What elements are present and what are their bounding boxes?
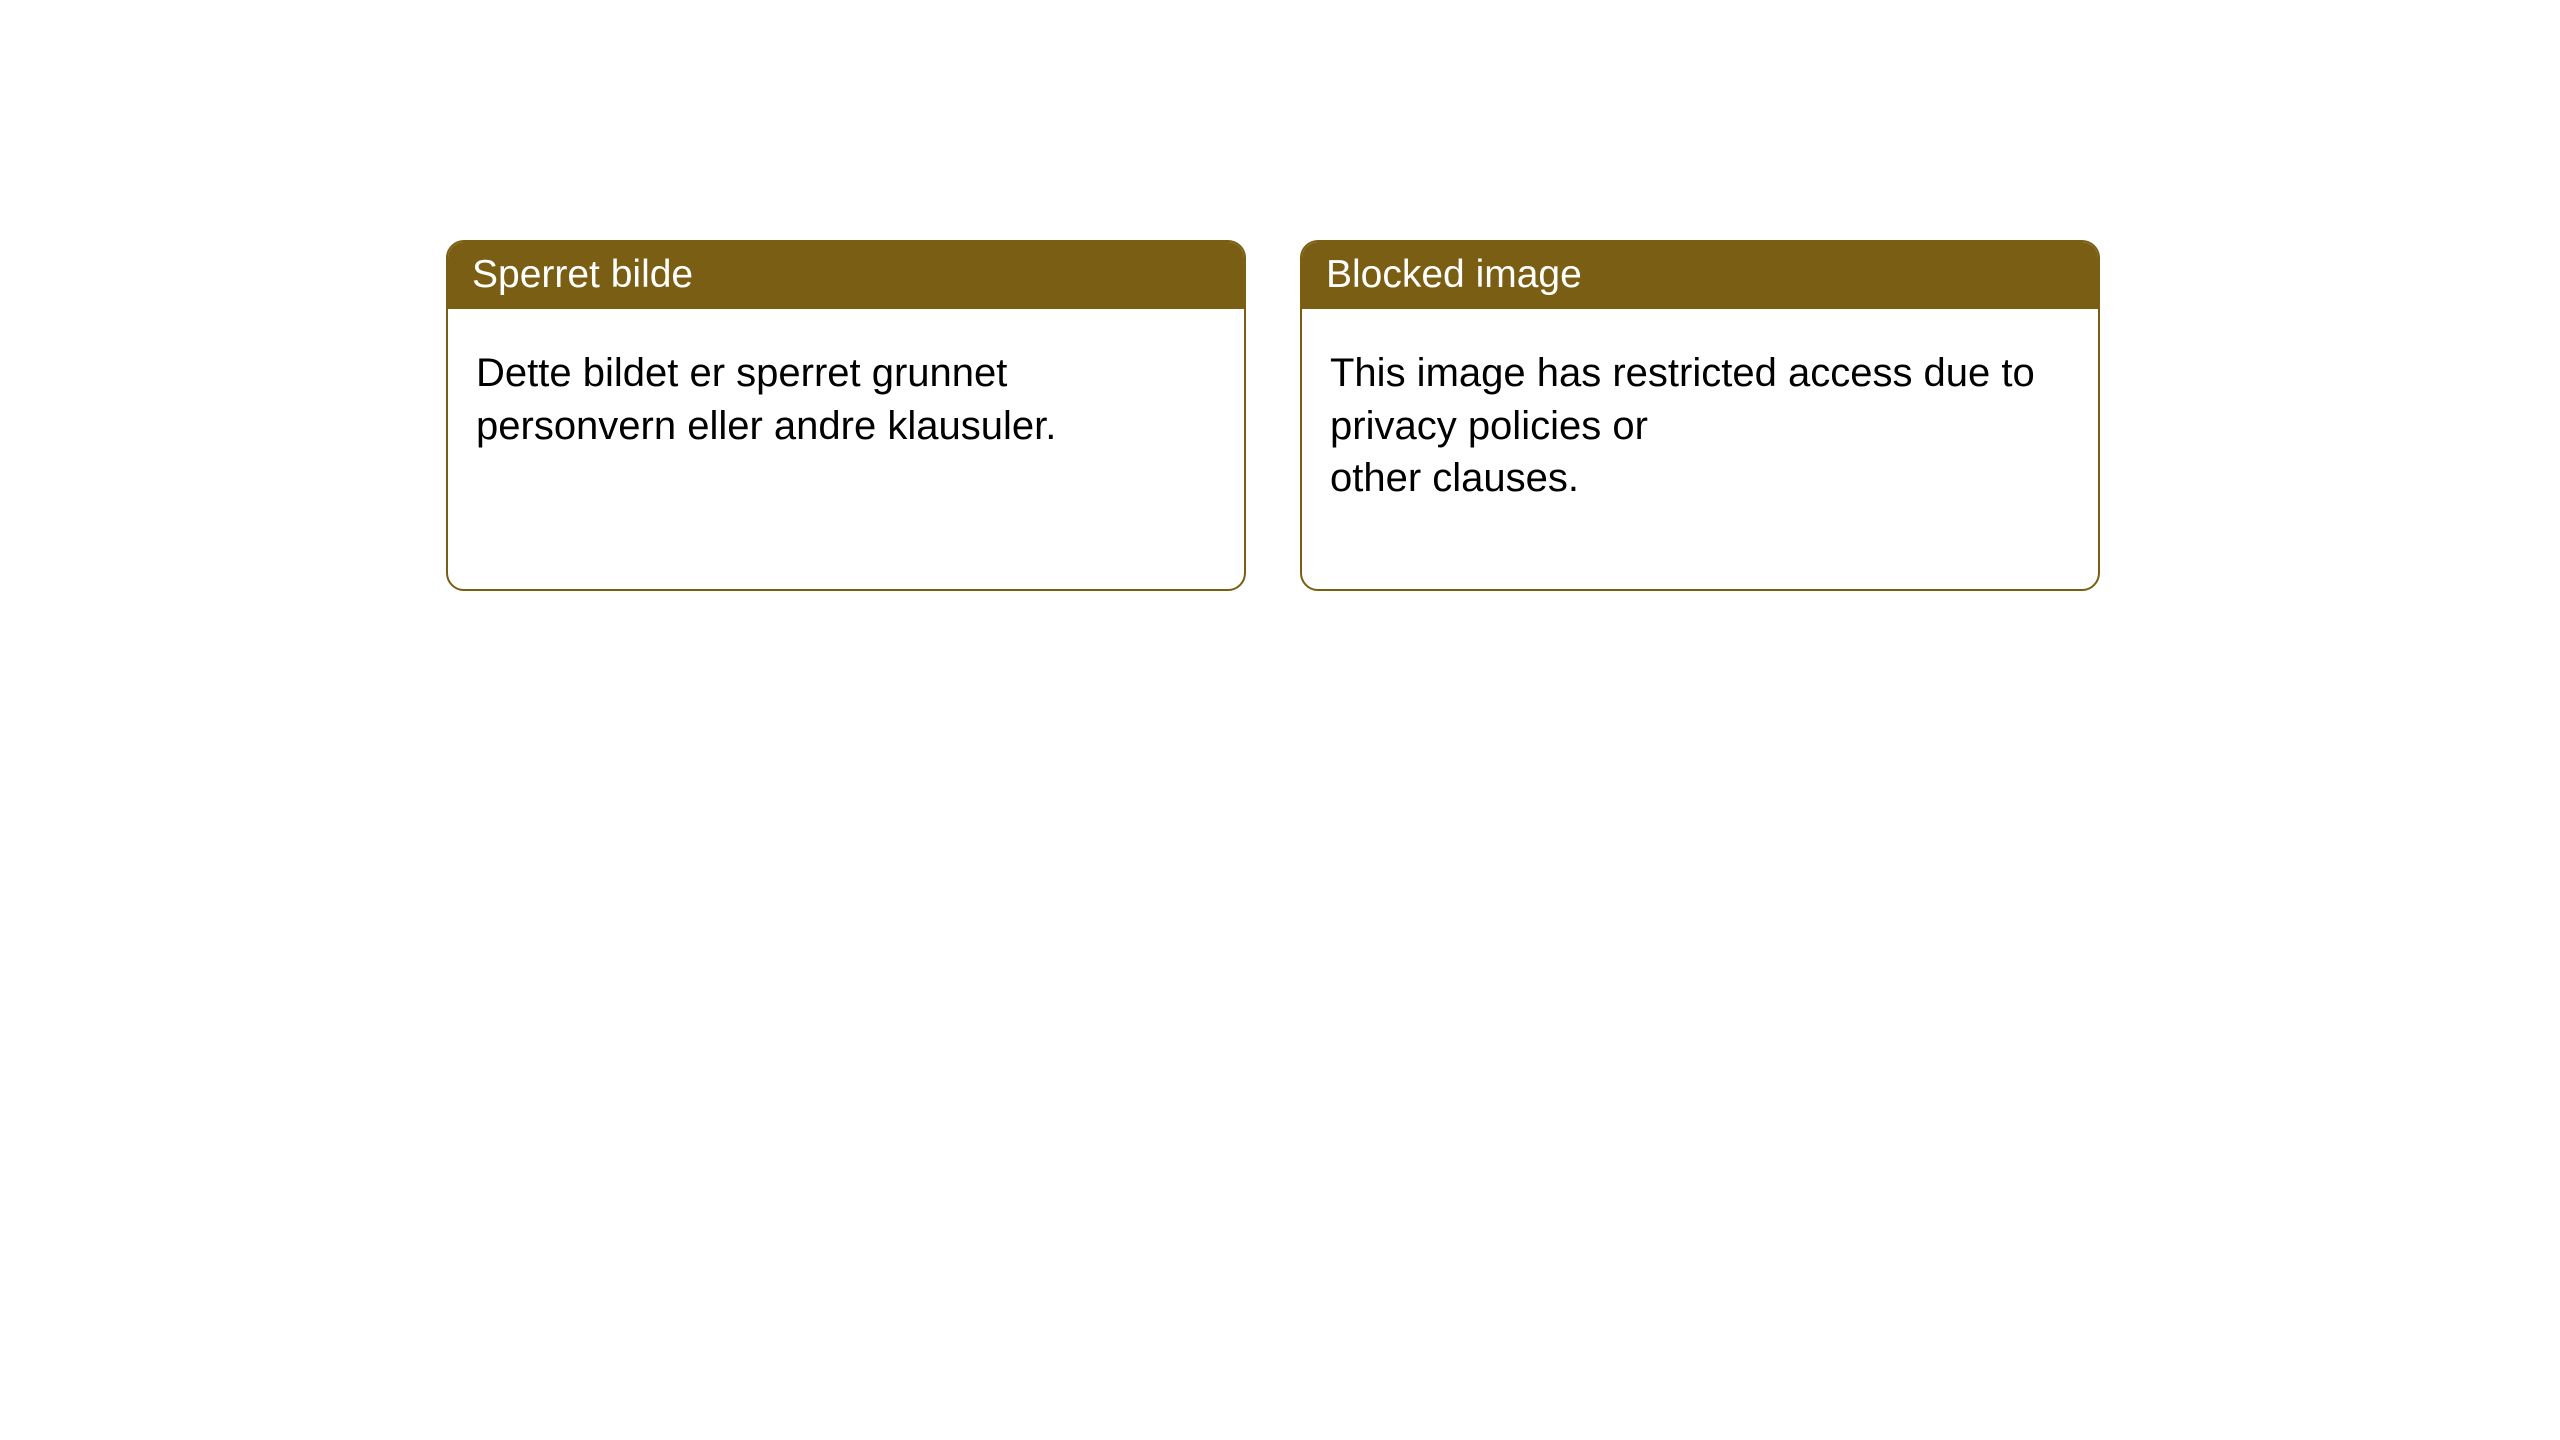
notice-body: Dette bildet er sperret grunnet personve… [448, 309, 1244, 589]
notice-body: This image has restricted access due to … [1302, 309, 2098, 589]
notice-header: Blocked image [1302, 242, 2098, 309]
notice-cards-container: Sperret bilde Dette bildet er sperret gr… [446, 240, 2100, 591]
notice-card-english: Blocked image This image has restricted … [1300, 240, 2100, 591]
notice-header: Sperret bilde [448, 242, 1244, 309]
notice-card-norwegian: Sperret bilde Dette bildet er sperret gr… [446, 240, 1246, 591]
